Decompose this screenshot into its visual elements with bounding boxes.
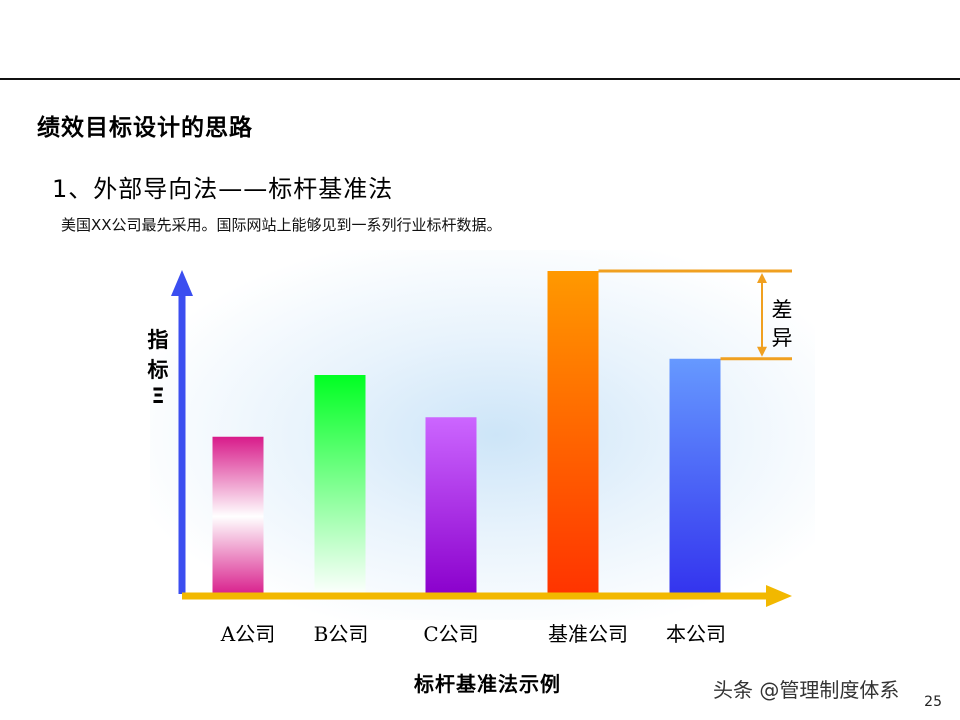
description-note: 美国XX公司最先采用。国际网站上能够见到一系列行业标杆数据。 bbox=[61, 216, 502, 234]
difference-arrow-up bbox=[757, 273, 767, 283]
category-label-b: B公司 bbox=[313, 622, 369, 646]
y-axis-label-char-2: 标 bbox=[147, 358, 169, 382]
category-label-own: 本公司 bbox=[666, 622, 726, 646]
bar-2 bbox=[314, 375, 366, 596]
y-axis-label-char-1: 指 bbox=[147, 328, 169, 352]
category-label-benchmark: 基准公司 bbox=[548, 622, 628, 646]
section-heading: 1、外部导向法——标杆基准法 bbox=[52, 175, 394, 203]
category-label-c: C公司 bbox=[423, 622, 479, 646]
difference-arrow-down bbox=[757, 346, 767, 357]
difference-label-char-1: 差 bbox=[771, 298, 793, 322]
page-number: 25 bbox=[924, 694, 942, 710]
page-title: 绩效目标设计的思路 bbox=[37, 115, 253, 141]
bar-1 bbox=[212, 436, 264, 596]
category-label-a: A公司 bbox=[220, 622, 276, 646]
y-axis-label-char-3: Ξ bbox=[151, 384, 165, 408]
x-axis-arrow bbox=[766, 585, 792, 607]
y-axis-arrow bbox=[171, 270, 193, 296]
top-rule bbox=[0, 78, 960, 80]
bar-4 bbox=[547, 271, 599, 596]
chart-caption: 标杆基准法示例 bbox=[414, 672, 561, 696]
bar-5 bbox=[669, 358, 721, 596]
watermark: 头条 @管理制度体系 bbox=[713, 678, 900, 702]
bar-3 bbox=[425, 417, 477, 596]
difference-label-char-2: 异 bbox=[771, 326, 793, 350]
